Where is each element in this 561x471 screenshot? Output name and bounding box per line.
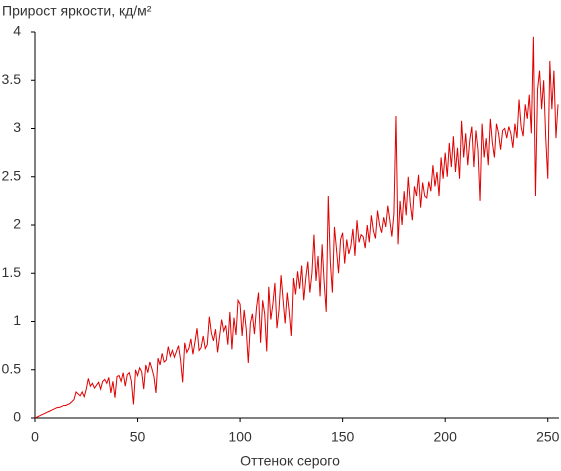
x-tick-label: 150 <box>331 429 355 445</box>
x-tick-label: 100 <box>228 429 252 445</box>
x-axis-label: Оттенок серого <box>240 453 340 469</box>
y-tick-label: 1 <box>13 312 21 328</box>
y-tick-label: 0 <box>13 409 21 425</box>
y-tick-label: 4 <box>13 23 21 39</box>
data-line <box>34 36 559 419</box>
chart-title: Прирост яркости, кд/м² <box>2 3 152 19</box>
x-tick-label: 0 <box>31 429 39 445</box>
y-tick-label: 0.5 <box>2 360 22 376</box>
x-tick-label: 200 <box>434 429 458 445</box>
y-tick-label: 3 <box>13 119 21 135</box>
y-tick-label: 1.5 <box>2 264 22 280</box>
y-tick-label: 2 <box>13 216 21 232</box>
y-tick-label: 2.5 <box>2 167 22 183</box>
y-tick-label: 3.5 <box>2 71 22 87</box>
x-tick-label: 250 <box>536 429 560 445</box>
x-tick-label: 50 <box>130 429 146 445</box>
